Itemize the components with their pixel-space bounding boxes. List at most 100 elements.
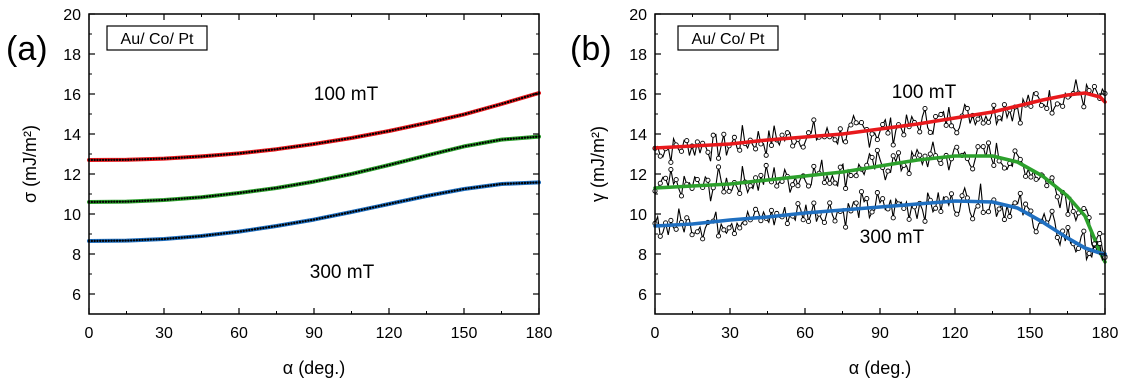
data-point (853, 200, 859, 206)
data-point (132, 239, 136, 242)
annotation-100mt: 100 mT (314, 84, 379, 105)
data-point (340, 212, 344, 216)
data-point (236, 152, 240, 155)
data-point (172, 237, 175, 240)
data-point (259, 227, 262, 230)
data-point (101, 239, 105, 243)
data-point (1054, 194, 1060, 200)
data-point (504, 138, 507, 141)
data-point (346, 173, 349, 176)
data-point (163, 198, 167, 202)
data-point (189, 235, 192, 239)
data-point (217, 194, 220, 197)
data-point (295, 221, 299, 224)
data-point (200, 155, 203, 158)
data-point (107, 239, 110, 242)
x-tick-label: 150 (451, 325, 478, 342)
data-point (523, 95, 527, 99)
data-point (473, 186, 476, 189)
data-point (402, 160, 406, 163)
data-point (906, 171, 912, 177)
data-point (194, 196, 198, 199)
data-point (657, 153, 663, 159)
data-point (917, 152, 923, 158)
data-point (301, 182, 304, 185)
data-point (414, 124, 417, 127)
data-point (520, 96, 524, 100)
data-point (901, 132, 907, 138)
data-point (321, 141, 324, 144)
data-point (343, 137, 347, 141)
data-point (874, 137, 880, 143)
data-point (397, 161, 400, 164)
data-point (385, 203, 389, 206)
data-point (784, 220, 790, 227)
data-point (489, 140, 493, 143)
data-point (315, 142, 319, 145)
x-tick-label: 90 (305, 325, 323, 342)
data-point (309, 180, 313, 184)
data-point (885, 168, 891, 174)
data-point (146, 199, 150, 202)
data-point (239, 151, 243, 155)
data-point (821, 219, 827, 225)
data-point (253, 150, 257, 153)
legend-box (677, 25, 779, 51)
data-point (694, 139, 700, 145)
data-point (295, 183, 299, 186)
data-point (721, 189, 727, 195)
data-point (959, 193, 965, 199)
data-point (985, 119, 992, 125)
x-tick-label: 150 (1017, 325, 1044, 342)
data-point (146, 157, 150, 161)
x-tick-label: 0 (85, 325, 94, 342)
data-point (307, 143, 310, 146)
data-point (758, 172, 764, 178)
data-point (529, 136, 532, 139)
data-point (484, 184, 487, 188)
data-point (721, 131, 727, 137)
data-point (262, 188, 265, 191)
data-point (405, 159, 409, 162)
data-point (414, 157, 417, 160)
data-point (115, 239, 119, 242)
data-point (700, 236, 706, 242)
data-point (231, 152, 234, 156)
ticks-layer: 0 30 60 90 120 150 180 6 8 10 12 14 16 18 20 (63, 7, 552, 342)
data-point (132, 158, 136, 161)
data-point (523, 136, 527, 139)
data-point (141, 158, 144, 161)
y-tick-label: 6 (638, 287, 647, 304)
data-point (211, 154, 214, 157)
data-point (324, 141, 327, 144)
data-point (374, 132, 378, 135)
data-point (352, 172, 355, 175)
data-point (324, 216, 327, 219)
data-point (135, 199, 139, 203)
data-point (774, 183, 780, 189)
data-point (481, 185, 484, 188)
data-point (419, 123, 423, 126)
data-point (922, 105, 928, 112)
data-point (737, 190, 743, 197)
y-axis-label: γ (mJ/m²) (588, 126, 608, 202)
data-point (811, 117, 817, 123)
data-point (214, 194, 217, 197)
data-point (197, 155, 200, 158)
data-point (444, 191, 448, 194)
data-point (779, 132, 785, 138)
data-point (980, 120, 986, 126)
data-point (467, 111, 470, 115)
data-point (234, 230, 237, 234)
data-point (194, 155, 198, 158)
data-point (414, 197, 417, 200)
data-point (200, 196, 203, 199)
data-point (1028, 208, 1034, 214)
data-point (203, 154, 206, 158)
data-point (938, 160, 944, 166)
data-point (1081, 104, 1087, 110)
data-point (234, 192, 237, 195)
data-point (326, 215, 330, 218)
data-point (805, 130, 812, 136)
data-point (149, 238, 153, 241)
